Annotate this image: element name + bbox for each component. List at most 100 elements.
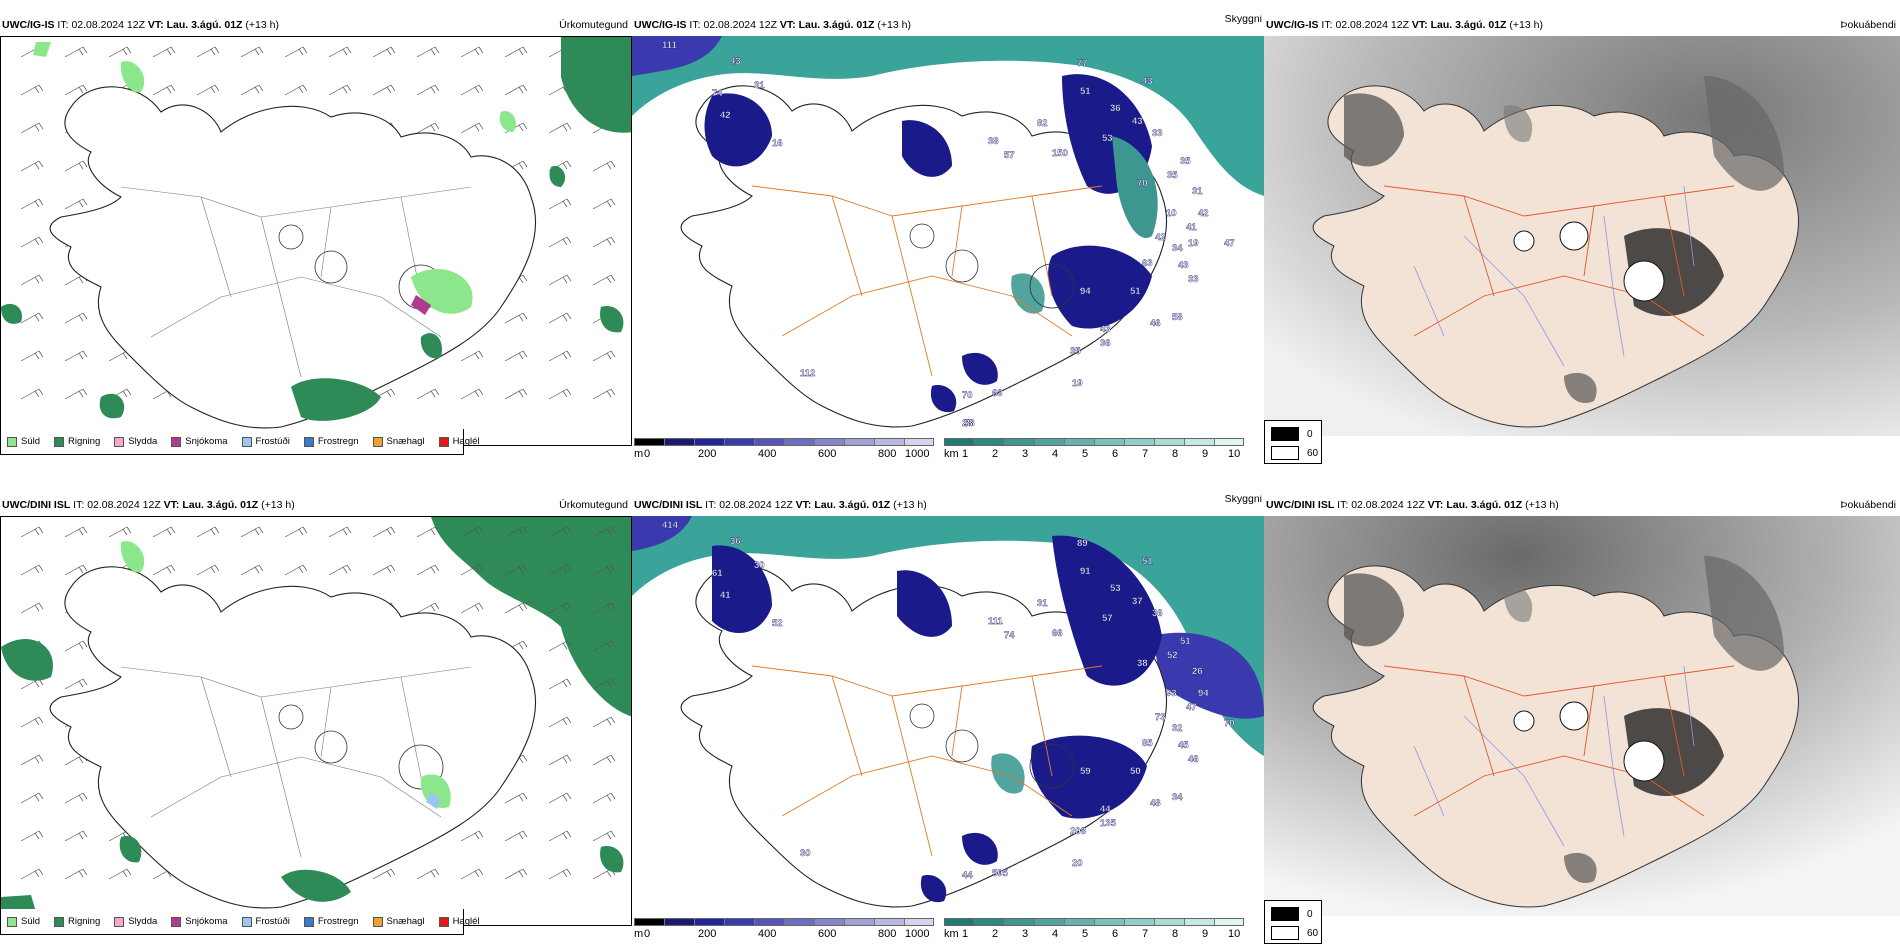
visibility-label: 37 bbox=[1132, 596, 1143, 607]
legend-color-cell bbox=[905, 439, 933, 445]
legend-item: Súld bbox=[7, 436, 40, 447]
wind-barb bbox=[548, 868, 572, 880]
visibility-label: 36 bbox=[730, 536, 741, 547]
precip-map[interactable] bbox=[0, 516, 632, 926]
glaciers bbox=[1513, 701, 1665, 782]
visibility-label: 66 bbox=[1052, 628, 1063, 639]
visibility-label: 50 bbox=[1130, 766, 1141, 777]
wind-barb bbox=[548, 274, 572, 286]
wind-barb bbox=[416, 46, 440, 58]
visibility-label: 73 bbox=[1155, 712, 1166, 723]
wind-barb bbox=[548, 388, 572, 400]
legend-color-cell bbox=[785, 919, 815, 925]
fog-indicator-map-svg bbox=[1264, 36, 1900, 436]
km-tick: 3 bbox=[1022, 448, 1029, 460]
visibility-label: 74 bbox=[712, 88, 723, 99]
visibility-label: 35 bbox=[1167, 170, 1178, 181]
wind-barb bbox=[504, 84, 528, 96]
m-tick: 200 bbox=[698, 928, 717, 940]
visibility-label: 30 bbox=[754, 560, 765, 571]
visibility-legend: m 0 200 400 600 800 1000 km 1 2 3 bbox=[632, 438, 1264, 462]
km-unit: km bbox=[944, 928, 959, 940]
km-tick: 10 bbox=[1228, 448, 1241, 460]
visibility-legend-km bbox=[944, 438, 1244, 446]
visibility-map[interactable]: 111 43 74 31 42 16 77 51 43 36 43 53 33 35 35 31 70 42 10 4… bbox=[632, 36, 1264, 460]
visibility-label: 44 bbox=[962, 870, 973, 881]
legend-color-cell bbox=[845, 919, 875, 925]
wind-barb bbox=[460, 350, 484, 362]
roads bbox=[751, 185, 1103, 377]
m-tick: 200 bbox=[698, 448, 717, 460]
visibility-label: 43 bbox=[1132, 116, 1143, 127]
legend-color-cell bbox=[1005, 439, 1035, 445]
legend-item: Frostregn bbox=[303, 436, 359, 447]
init-time: 02.08.2024 12Z bbox=[703, 19, 777, 31]
visibility-label: 58 bbox=[1172, 312, 1183, 323]
km-tick: 6 bbox=[1112, 448, 1119, 460]
panel-header: UWC/IG-IS IT: 02.08.2024 12Z VT: Lau. 3.… bbox=[634, 15, 1262, 33]
precip-areas bbox=[1, 37, 631, 421]
legend-label: Snæhagl bbox=[386, 916, 425, 927]
visibility-label: 70 bbox=[1137, 178, 1148, 189]
legend-swatch bbox=[171, 436, 182, 447]
visibility-label: 150 bbox=[1052, 148, 1068, 159]
visibility-label: 38 bbox=[988, 136, 999, 147]
wind-barb bbox=[20, 754, 44, 766]
forecast-row-dini-isl: UWC/DINI ISL IT: 02.08.2024 12Z VT: Lau.… bbox=[0, 495, 1900, 950]
fog-indicator-panel: UWC/DINI ISL IT: 02.08.2024 12Z VT: Lau.… bbox=[1264, 495, 1900, 950]
lead-time: (+13 h) bbox=[1525, 499, 1559, 511]
glaciers bbox=[278, 704, 444, 790]
wind-barb bbox=[592, 640, 616, 652]
visibility-map[interactable]: 414 36 61 30 41 52 89 91 51 53 37 57 36 51 52 26 38 94 93 4… bbox=[632, 516, 1264, 940]
valid-time-label: VT: bbox=[1411, 19, 1428, 31]
init-time-label: IT: bbox=[705, 499, 717, 511]
wind-barb bbox=[20, 526, 44, 538]
wind-barb bbox=[416, 526, 440, 538]
visibility-label: 82 bbox=[1037, 118, 1048, 129]
legend-color-cell bbox=[1005, 919, 1035, 925]
wind-barb bbox=[592, 792, 616, 804]
roads bbox=[751, 665, 1103, 857]
legend-color-cell bbox=[1065, 919, 1095, 925]
legend-swatch bbox=[241, 436, 252, 447]
legend-item: Snæhagl bbox=[372, 436, 425, 447]
visibility-label: 63 bbox=[992, 388, 1003, 399]
visibility-label: 63 bbox=[1142, 258, 1153, 269]
wind-barb bbox=[284, 564, 308, 576]
init-time-label: IT: bbox=[57, 19, 69, 31]
km-tick: 8 bbox=[1172, 928, 1179, 940]
valid-time: Lau. 3.ágú. 01Z bbox=[166, 19, 243, 31]
visibility-legend: m 0 200 400 600 800 1000 km 1 2 3 bbox=[632, 918, 1264, 942]
legend-low-value: 0 bbox=[1307, 908, 1313, 920]
wind-barb bbox=[548, 678, 572, 690]
visibility-label: 52 bbox=[1167, 650, 1178, 661]
visibility-label: 33 bbox=[1188, 274, 1199, 285]
fog-indicator-map[interactable] bbox=[1264, 516, 1900, 916]
fog-indicator-map[interactable] bbox=[1264, 36, 1900, 436]
init-time: 02.08.2024 12Z bbox=[719, 499, 793, 511]
legend-color-cell bbox=[785, 439, 815, 445]
meters-unit: m bbox=[634, 448, 644, 460]
legend-color-cell bbox=[905, 919, 933, 925]
valid-time: Lau. 3.ágú. 01Z bbox=[182, 499, 259, 511]
init-time-label: IT: bbox=[1321, 19, 1333, 31]
visibility-label: 58 bbox=[964, 418, 975, 429]
m-tick: 0 bbox=[644, 928, 651, 940]
legend-item: Slydda bbox=[114, 916, 157, 927]
legend-label: Snjókoma bbox=[185, 916, 228, 927]
roads bbox=[1383, 185, 1735, 337]
visibility-label: 35 bbox=[1180, 156, 1191, 167]
wind-barb bbox=[504, 350, 528, 362]
legend-label: Slydda bbox=[128, 436, 158, 447]
wind-barb bbox=[20, 602, 44, 614]
legend-swatch bbox=[438, 916, 449, 927]
wind-barb bbox=[20, 716, 44, 728]
visibility-label: 70 bbox=[962, 390, 973, 401]
wind-barb bbox=[460, 564, 484, 576]
wind-barb bbox=[108, 526, 132, 538]
legend-item: Haglél bbox=[438, 436, 480, 447]
wind-barb bbox=[592, 350, 616, 362]
precip-map[interactable] bbox=[0, 36, 632, 446]
